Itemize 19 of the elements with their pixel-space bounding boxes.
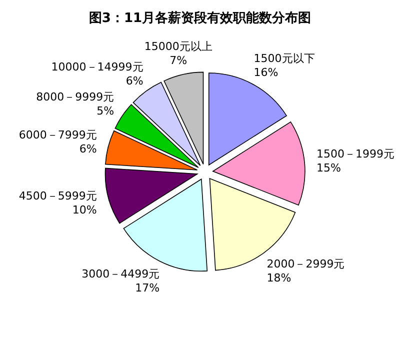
data-label: 18% — [266, 272, 292, 285]
slice-label: 2000－2999元 — [266, 258, 345, 271]
slice-label: 3000－4499元 — [82, 268, 160, 281]
data-label: 16% — [254, 66, 278, 80]
slice-label: 6000－7999元 — [18, 128, 97, 142]
data-label: 10% — [72, 203, 97, 216]
slice-label: 8000－9999元 — [36, 90, 114, 104]
slice-label: 4500－5999元 — [18, 189, 97, 202]
data-label: 6% — [79, 142, 97, 156]
data-label: 6% — [126, 74, 144, 88]
chart-title: 图3：11月各薪资段有效职能数分布图 — [88, 10, 312, 26]
slice-label: 15000元以上 — [144, 40, 212, 53]
slice-label: 1500元以下 — [254, 52, 315, 66]
data-label: 7% — [170, 54, 188, 67]
data-label: 15% — [316, 162, 341, 175]
slice-label: 1500－1999元 — [316, 148, 394, 161]
data-label: 17% — [135, 282, 160, 295]
slice-label: 10000－14999元 — [51, 60, 144, 74]
data-label: 5% — [96, 104, 114, 118]
